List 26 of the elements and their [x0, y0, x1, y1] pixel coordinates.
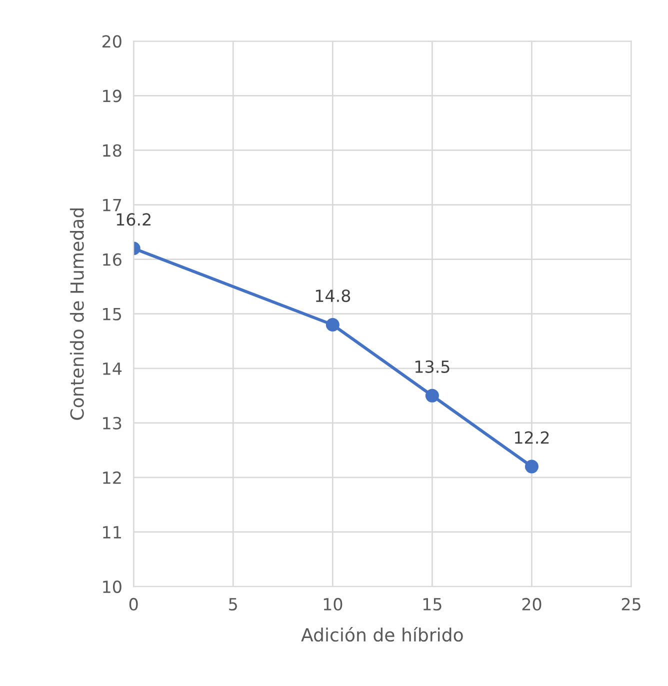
y-tick-label: 14	[103, 362, 122, 375]
y-tick-label: 10	[103, 580, 122, 594]
y-tick-label: 12	[103, 471, 121, 484]
point	[524, 460, 538, 474]
x-tick-label: 25	[622, 598, 640, 611]
data-label: 12.2	[515, 431, 549, 444]
data-label: 16.2	[116, 213, 150, 226]
y-tick-label: 19	[103, 90, 122, 102]
x-tick-label: 10	[324, 598, 342, 611]
x-tick-label: 0	[129, 598, 138, 611]
x-tick-label: 5	[229, 598, 237, 611]
y-tick-label: 17	[103, 198, 122, 212]
point	[425, 388, 439, 402]
y-tick-label: 15	[103, 308, 122, 320]
y-tick-label: 16	[103, 253, 122, 266]
x-tick-label: 20	[522, 598, 542, 611]
y-axis-title: Contenido de Humedad	[70, 208, 84, 420]
data-label: 13.5	[415, 360, 450, 373]
y-tick-label: 20	[102, 35, 122, 48]
y-tick-label: 11	[103, 526, 121, 538]
x-axis-title: Adición de híbrido	[301, 626, 463, 642]
y-tick-label: 13	[103, 416, 122, 430]
data-label: 14.8	[316, 289, 350, 302]
point	[326, 318, 340, 332]
x-tick-label: 15	[423, 598, 442, 611]
y-tick-label: 18	[103, 144, 122, 157]
